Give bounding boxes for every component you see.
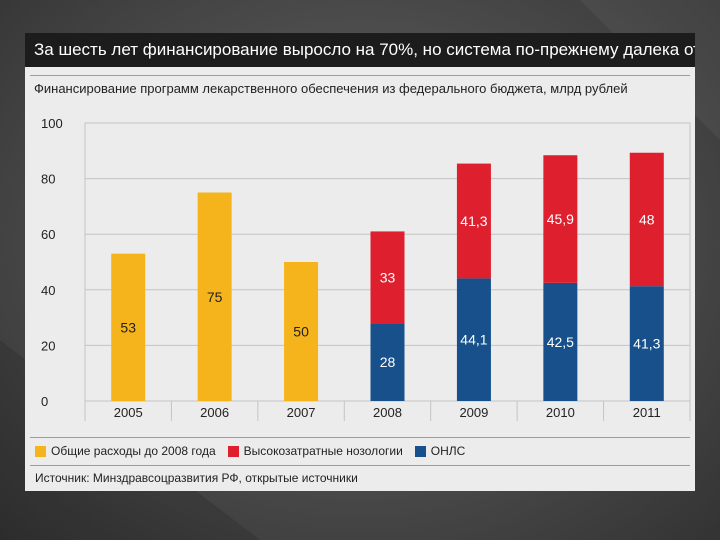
- y-tick-label: 100: [41, 116, 63, 131]
- legend-item-high-cost: Высокозатратные нозологии: [227, 444, 403, 458]
- bar-chart: 0 20 40 60 80 100 53 2005 75 2006 50 2007 28 33 2008 44…: [41, 116, 691, 421]
- chart-card: За шесть лет финансирование выросло на 7…: [25, 33, 695, 491]
- chart-subtitle: Финансирование программ лекарственного о…: [34, 81, 628, 96]
- divider-legend: [30, 437, 690, 438]
- bar-segment: [629, 286, 664, 401]
- legend-label-general: Общие расходы до 2008 года: [51, 444, 216, 458]
- divider-source: [30, 465, 690, 466]
- data-label: 75: [207, 289, 223, 305]
- chart-headline: За шесть лет финансирование выросло на 7…: [25, 33, 695, 67]
- data-label: 50: [293, 324, 309, 340]
- legend-label-onls: ОНЛС: [430, 444, 466, 458]
- legend-label-high-cost: Высокозатратные нозологии: [243, 444, 403, 458]
- data-label: 42,5: [547, 334, 574, 350]
- x-tick-label: 2011: [633, 405, 661, 420]
- bar-segment: [370, 231, 405, 324]
- legend-item-onls: ОНЛС: [414, 444, 466, 458]
- data-label: 28: [380, 354, 396, 370]
- x-tick-label: 2005: [114, 405, 143, 420]
- bar-segment: [197, 192, 232, 401]
- y-tick-label: 80: [41, 172, 55, 187]
- bar-segment: [543, 282, 578, 401]
- divider-top: [30, 75, 690, 76]
- x-tick-label: 2010: [546, 405, 575, 420]
- data-label: 44,1: [460, 332, 487, 348]
- x-tick-label: 2009: [459, 405, 488, 420]
- source-note: Источник: Минздравсоцразвития РФ, открыт…: [35, 471, 358, 485]
- x-tick-label: 2007: [287, 405, 316, 420]
- data-label: 41,3: [460, 213, 487, 229]
- bar-segment: [629, 152, 664, 287]
- bar-segment: [456, 278, 491, 401]
- chart-legend: Общие расходы до 2008 года Высокозатратн…: [35, 444, 477, 458]
- bar-segment: [456, 163, 491, 279]
- data-label: 41,3: [633, 336, 660, 352]
- y-tick-label: 20: [41, 338, 55, 353]
- legend-swatch-onls: [414, 445, 426, 457]
- legend-swatch-high-cost: [227, 445, 239, 457]
- y-tick-label: 40: [41, 283, 55, 298]
- bar-segment: [543, 155, 578, 283]
- legend-swatch-general: [35, 445, 46, 457]
- data-label: 45,9: [547, 211, 574, 227]
- bar-segment: [370, 323, 405, 401]
- bar-segment: [111, 253, 146, 401]
- data-label: 48: [639, 211, 655, 227]
- data-label: 53: [120, 319, 136, 335]
- x-tick-label: 2006: [200, 405, 229, 420]
- x-tick-label: 2008: [373, 405, 402, 420]
- data-label: 33: [380, 269, 396, 285]
- y-tick-label: 0: [41, 394, 48, 409]
- y-tick-label: 60: [41, 227, 55, 242]
- bar-segment: [284, 262, 319, 401]
- legend-item-general: Общие расходы до 2008 года: [35, 444, 216, 458]
